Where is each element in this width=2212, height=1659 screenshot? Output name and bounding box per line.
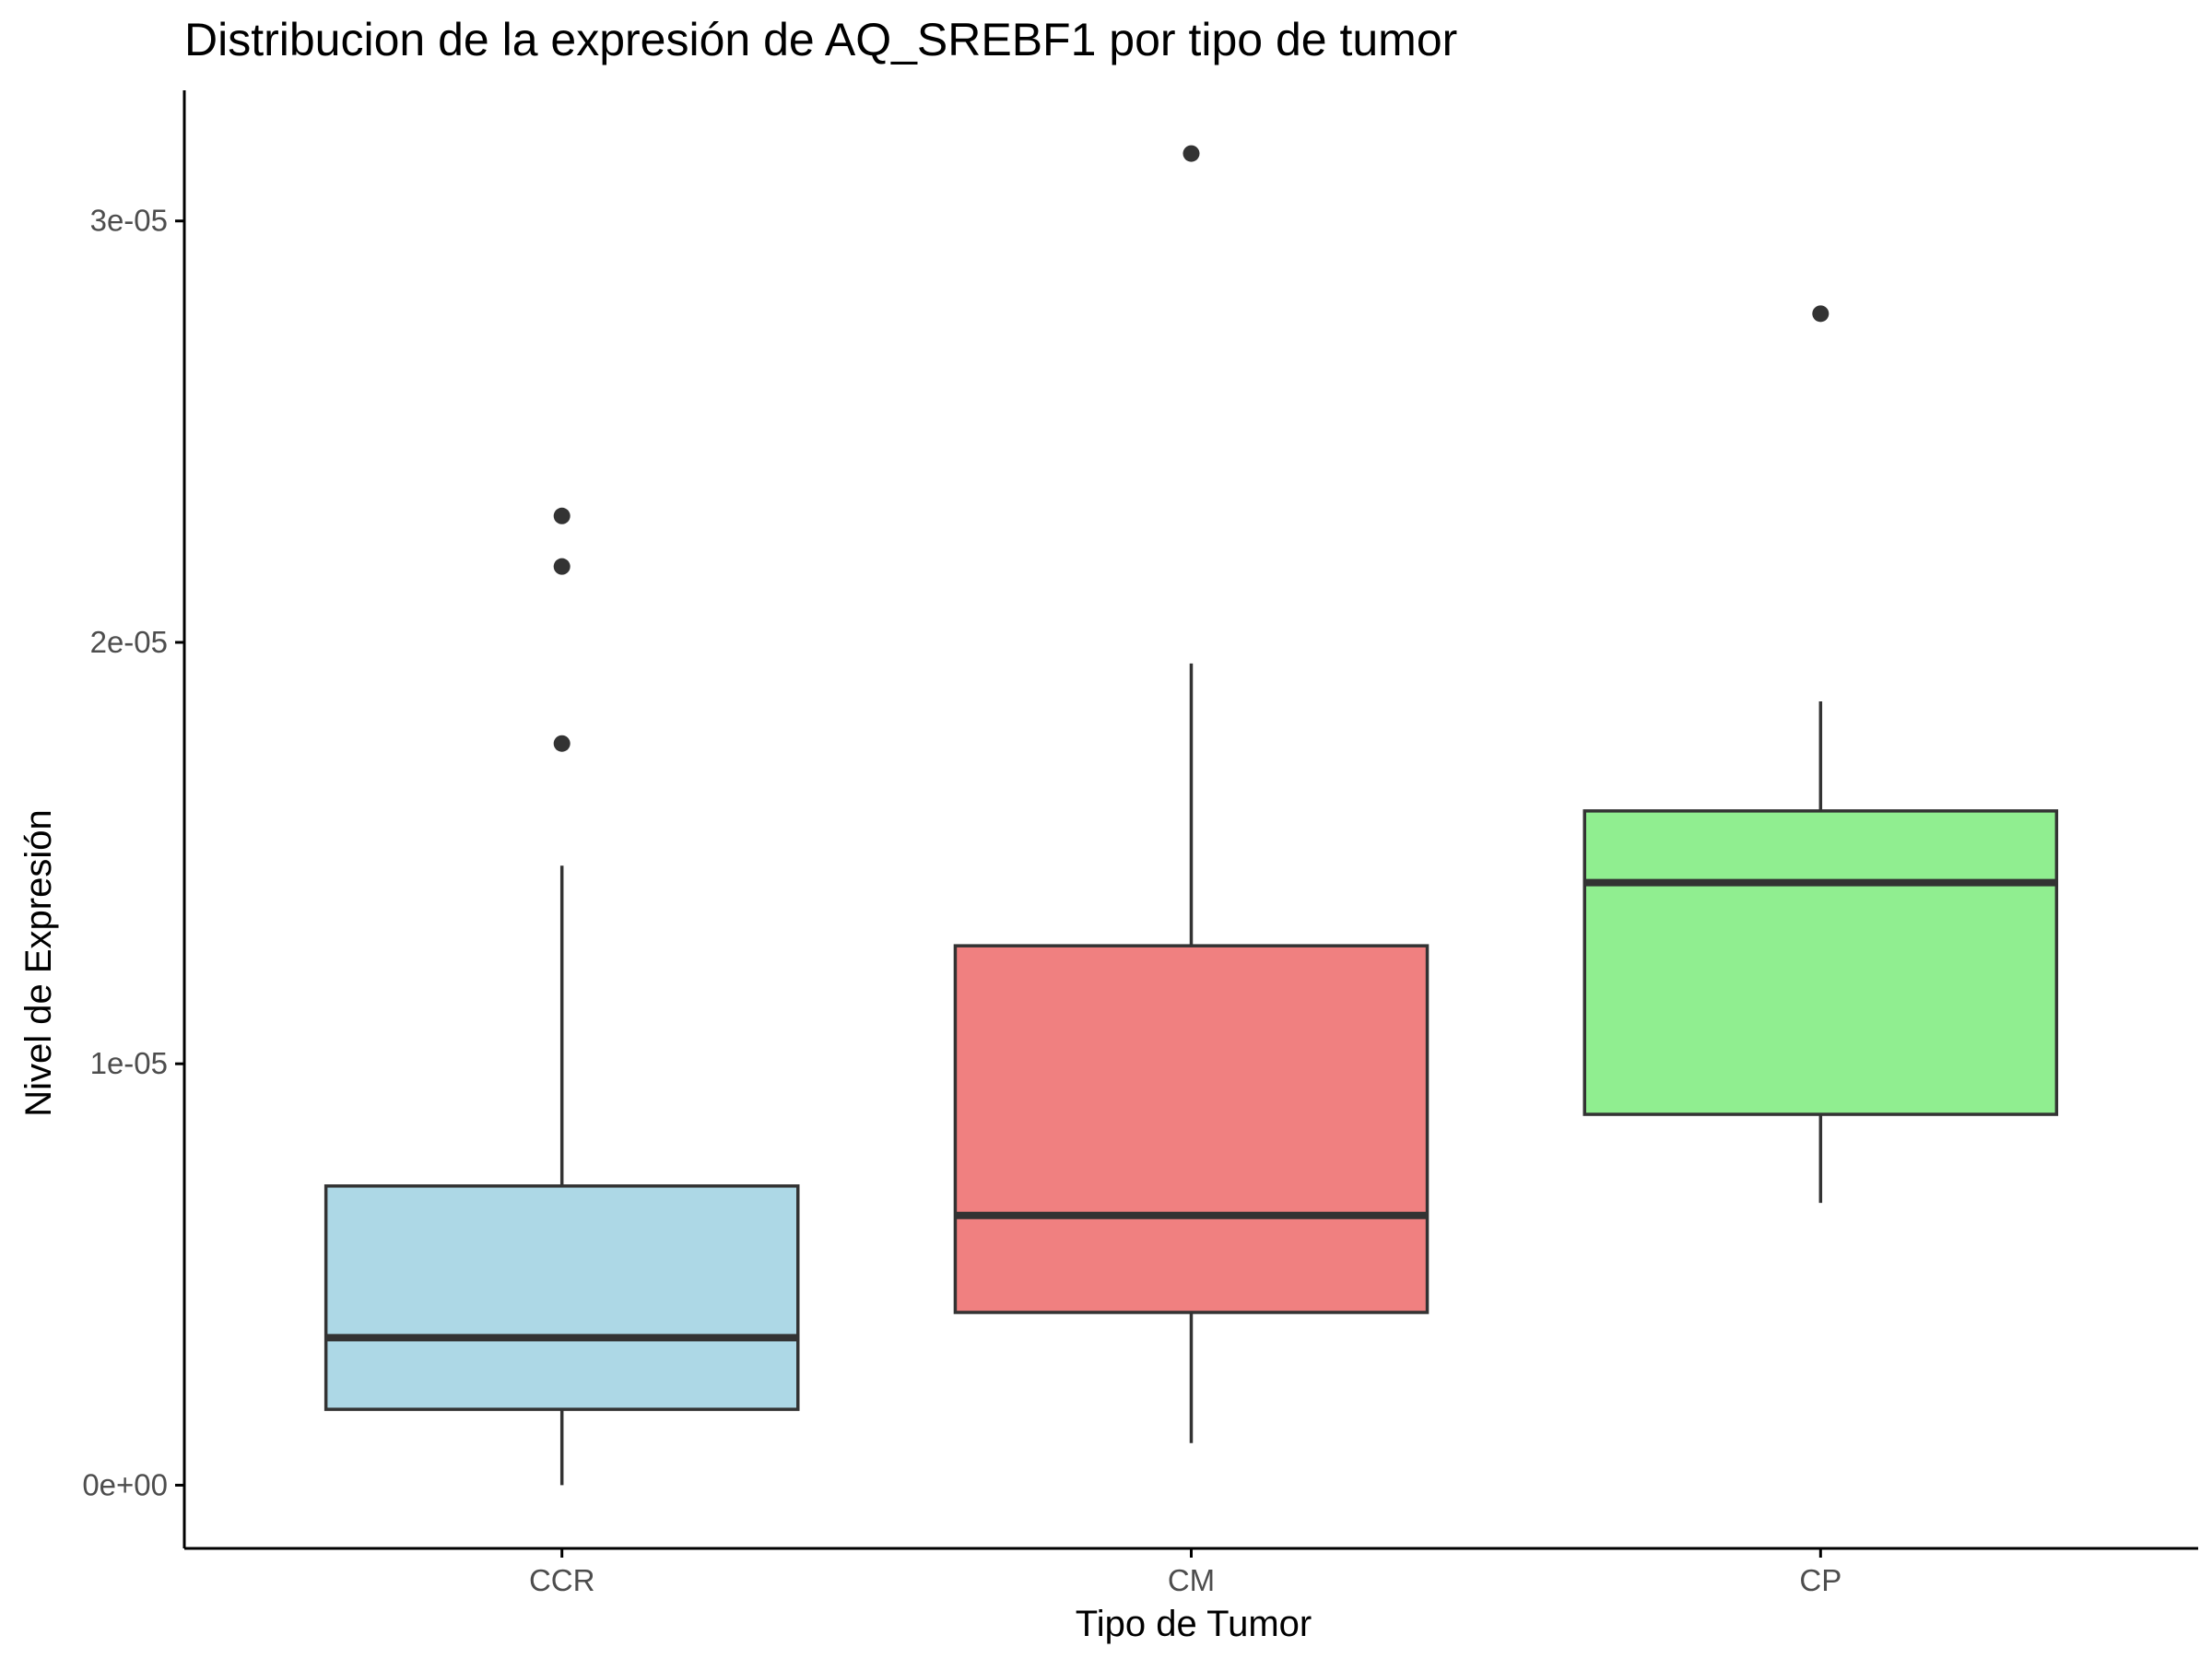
outlier-point <box>1812 305 1830 323</box>
box-iqr <box>953 944 1430 1314</box>
axes: 0e+00 1e-05 2e-05 3e-05 CCR CM CP <box>82 90 2198 1597</box>
outlier-point <box>553 558 571 575</box>
plot-area <box>324 145 2059 1486</box>
y-tick-label: 3e-05 <box>90 204 168 238</box>
box-iqr <box>324 1184 800 1411</box>
x-tick-label: CM <box>1168 1563 1215 1597</box>
box-group-ccr <box>324 507 800 1486</box>
y-tick-label: 2e-05 <box>90 625 168 659</box>
outlier-point <box>553 735 571 752</box>
y-tick-label: 1e-05 <box>90 1046 168 1080</box>
outlier-point <box>1182 145 1200 162</box>
x-tick-label: CP <box>1799 1563 1841 1597</box>
box-group-cp <box>1583 305 2059 1204</box>
y-axis-title: Nivel de Expresión <box>18 809 59 1117</box>
y-tick-label: 0e+00 <box>82 1467 168 1501</box>
outlier-point <box>553 507 571 524</box>
box-group-cm <box>953 145 1430 1443</box>
chart-title: Distribucion de la expresión de AQ_SREBF… <box>184 14 1457 65</box>
x-tick-label: CCR <box>529 1563 595 1597</box>
box-iqr <box>1583 809 2059 1116</box>
x-axis-title: Tipo de Tumor <box>1076 1604 1312 1644</box>
